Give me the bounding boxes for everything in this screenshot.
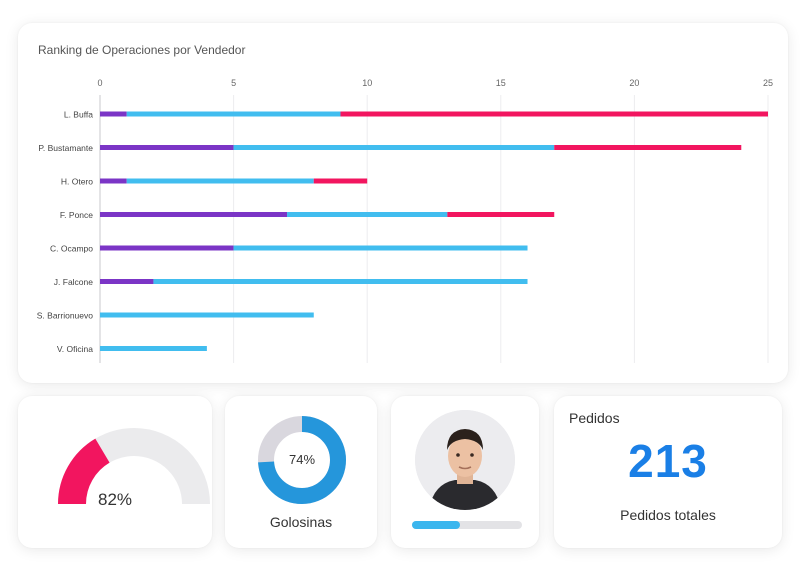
bar-segment[interactable] xyxy=(100,346,207,351)
orders-total: 213 xyxy=(628,435,708,487)
donut-fill xyxy=(258,416,346,504)
y-tick-label: H. Otero xyxy=(61,177,93,187)
donut-label: Golosinas xyxy=(269,514,333,530)
profile-progress-bar xyxy=(412,521,522,529)
avatar[interactable] xyxy=(415,410,515,510)
y-tick-label: L. Buffa xyxy=(64,110,93,120)
gauge-card: 82% xyxy=(18,396,212,548)
gauge-value: 82% xyxy=(97,490,133,509)
bar-segment[interactable] xyxy=(287,212,448,217)
bar-segment[interactable] xyxy=(100,212,288,217)
donut-value: 74% xyxy=(288,452,316,467)
profile-progress-fill xyxy=(412,521,461,529)
bar-segment[interactable] xyxy=(100,178,127,184)
gauge-fill xyxy=(58,438,111,505)
orders-card: Pedidos 213 Pedidos totales xyxy=(554,396,782,548)
x-tick-label: 10 xyxy=(362,78,372,88)
operations-bar-chart: 0 5 10 15 20 25 L. Buffa P. Bustamante H. Otero F… xyxy=(37,78,773,363)
x-tick-label: 15 xyxy=(496,78,506,88)
x-tick-label: 0 xyxy=(97,78,102,88)
bar-segment[interactable] xyxy=(233,245,528,251)
bar-segment[interactable] xyxy=(153,279,528,284)
x-tick-label: 20 xyxy=(629,78,639,88)
gauge-chart xyxy=(58,428,210,505)
profile-card xyxy=(391,396,539,548)
person-photo xyxy=(415,410,515,510)
y-tick-label: V. Oficina xyxy=(57,344,93,354)
bar-segment[interactable] xyxy=(100,145,234,150)
chart-title: Ranking de Operaciones por Vendedor xyxy=(38,43,246,57)
bar-segment[interactable] xyxy=(126,111,341,117)
bar-segment[interactable] xyxy=(126,178,314,184)
bar-segment[interactable] xyxy=(313,178,368,184)
y-tick-label: C. Ocampo xyxy=(50,244,93,254)
bar-segment[interactable] xyxy=(447,212,555,217)
y-tick-label: F. Ponce xyxy=(60,210,93,220)
donut-chart xyxy=(258,416,346,504)
y-tick-label: P. Bustamante xyxy=(38,143,93,153)
bar-segment[interactable] xyxy=(100,312,314,318)
bar-segment[interactable] xyxy=(554,145,742,150)
y-tick-label: J. Falcone xyxy=(54,277,93,287)
bar-segment[interactable] xyxy=(340,111,768,117)
x-tick-label: 25 xyxy=(763,78,773,88)
bar-segment[interactable] xyxy=(100,279,154,284)
orders-label: Pedidos totales xyxy=(620,507,716,523)
operations-ranking-card: Ranking de Operaciones por Vendedor 0 5 10… xyxy=(18,23,788,383)
donut-card: 74% Golosinas xyxy=(225,396,377,548)
orders-title: Pedidos xyxy=(569,410,620,426)
y-tick-label: S. Barrionuevo xyxy=(37,311,93,321)
bar-segment[interactable] xyxy=(233,145,555,150)
bar-segment[interactable] xyxy=(100,111,127,117)
x-tick-label: 5 xyxy=(231,78,236,88)
bar-segment[interactable] xyxy=(100,245,234,251)
